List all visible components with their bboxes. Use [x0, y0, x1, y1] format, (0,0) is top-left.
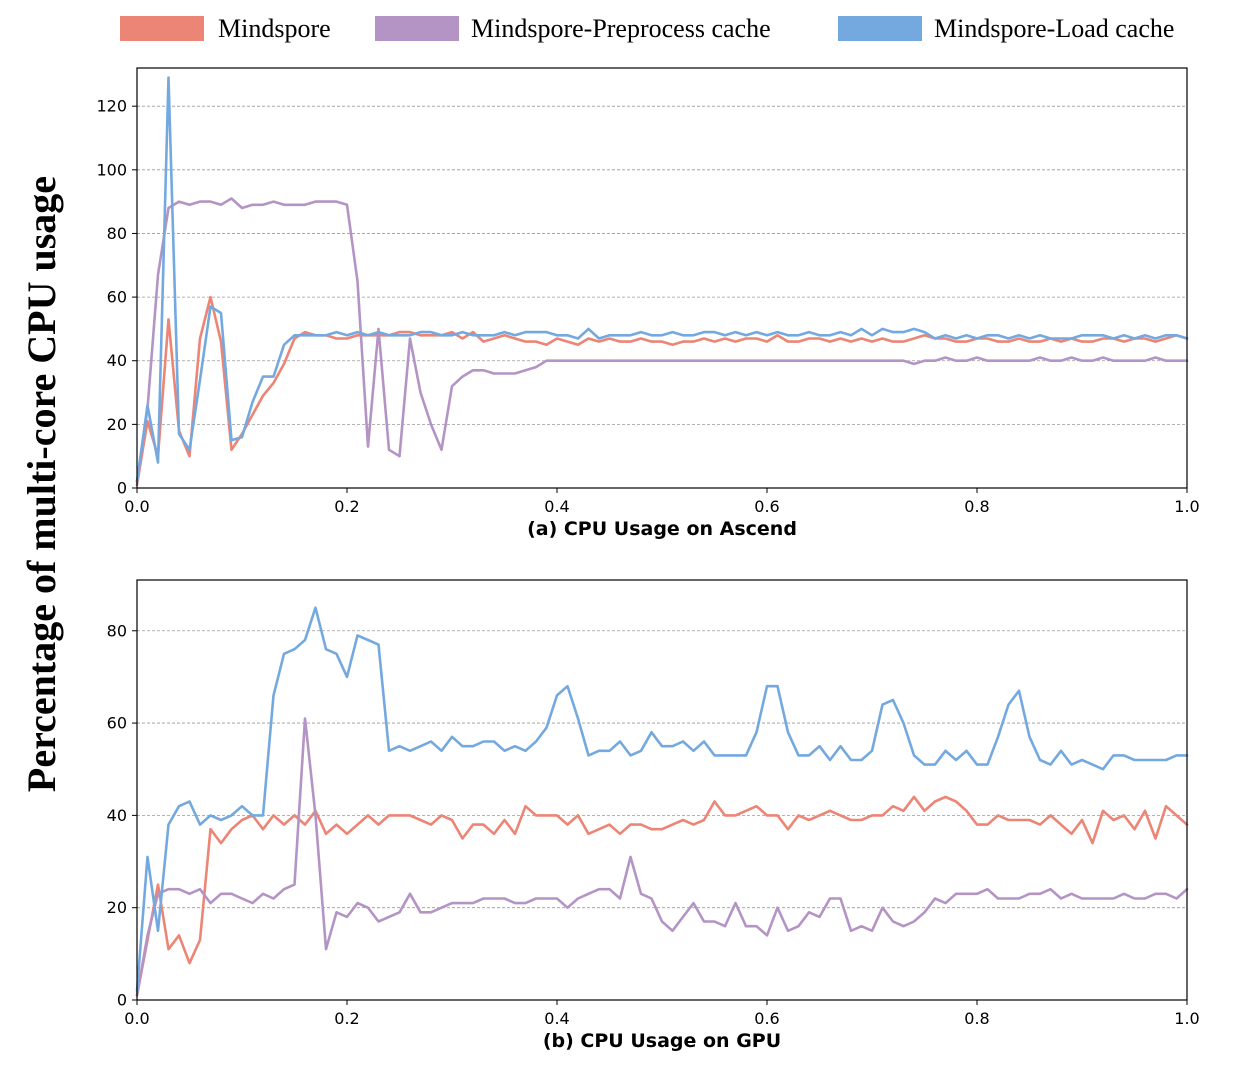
legend-label-preprocess-cache: Mindspore-Preprocess cache	[471, 14, 771, 43]
panel-b-series-mindspore-preprocess-cache	[135, 717, 1189, 997]
panel-a-ascend: 0 20 40 60 80 100 120 0.0 0.2 0.4 0.6 0.8 1.0 (a) CPU…	[96, 67, 1200, 540]
panel-a-series-mindspore	[135, 295, 1189, 487]
panel-a-xtick-label-0.4: 0.4	[544, 497, 569, 516]
legend-swatch-load-cache	[838, 16, 922, 41]
panel-a-xtick-label-0.6: 0.6	[754, 497, 779, 516]
panel-a-xtick-label-1.0: 1.0	[1174, 497, 1199, 516]
panel-b-series-mindspore	[135, 795, 1189, 997]
panel-a-series-mindspore-preprocess-cache	[135, 197, 1189, 483]
panel-a-series-mindspore-load-cache	[135, 76, 1189, 483]
panel-a-chart-title: (a) CPU Usage on Ascend	[527, 518, 797, 540]
legend-swatch-mindspore	[120, 16, 204, 41]
legend-swatch-preprocess-cache	[375, 16, 459, 41]
panel-a-ytick-label-40: 40	[107, 351, 127, 370]
legend-label-mindspore: Mindspore	[218, 14, 331, 43]
panel-a-ytick-label-20: 20	[107, 415, 127, 434]
panel-b-ytick-label-80: 80	[107, 621, 127, 640]
panel-b-xtick-label-0.6: 0.6	[754, 1009, 779, 1028]
panel-b-gpu: 0 20 40 60 80 0.0 0.2 0.4 0.6 0.8 1.0 (b) CPU Usage…	[107, 579, 1200, 1052]
panel-b-ytick-label-20: 20	[107, 898, 127, 917]
panel-a-ytick-label-100: 100	[96, 160, 127, 179]
panel-a-xtick-label-0.0: 0.0	[124, 497, 149, 516]
panel-a-ytick-label-80: 80	[107, 224, 127, 243]
shared-y-axis-label: Percentage of multi-core CPU usage	[19, 176, 64, 792]
panel-a-ytick-label-0: 0	[117, 479, 127, 498]
panel-b-chart-title: (b) CPU Usage on GPU	[543, 1030, 781, 1052]
panel-b-xtick-label-1.0: 1.0	[1174, 1009, 1199, 1028]
panel-b-xtick-label-0.0: 0.0	[124, 1009, 149, 1028]
legend: Mindspore Mindspore-Preprocess cache Min…	[120, 14, 1174, 43]
panel-a-ytick-label-60: 60	[107, 288, 127, 307]
panel-a-xtick-label-0.2: 0.2	[334, 497, 359, 516]
legend-label-load-cache: Mindspore-Load cache	[934, 14, 1174, 43]
panel-b-xtick-label-0.2: 0.2	[334, 1009, 359, 1028]
panel-b-series-mindspore-load-cache	[135, 606, 1189, 993]
panel-a-xtick-label-0.8: 0.8	[964, 497, 989, 516]
panel-b-plot-frame	[136, 579, 1188, 1001]
panel-b-xtick-label-0.4: 0.4	[544, 1009, 569, 1028]
panel-a-ytick-label-120: 120	[96, 97, 127, 116]
panel-b-ytick-label-0: 0	[117, 991, 127, 1010]
panel-b-xtick-label-0.8: 0.8	[964, 1009, 989, 1028]
panel-b-ytick-label-60: 60	[107, 714, 127, 733]
panel-b-ytick-label-40: 40	[107, 806, 127, 825]
panel-a-plot-frame	[136, 67, 1188, 489]
